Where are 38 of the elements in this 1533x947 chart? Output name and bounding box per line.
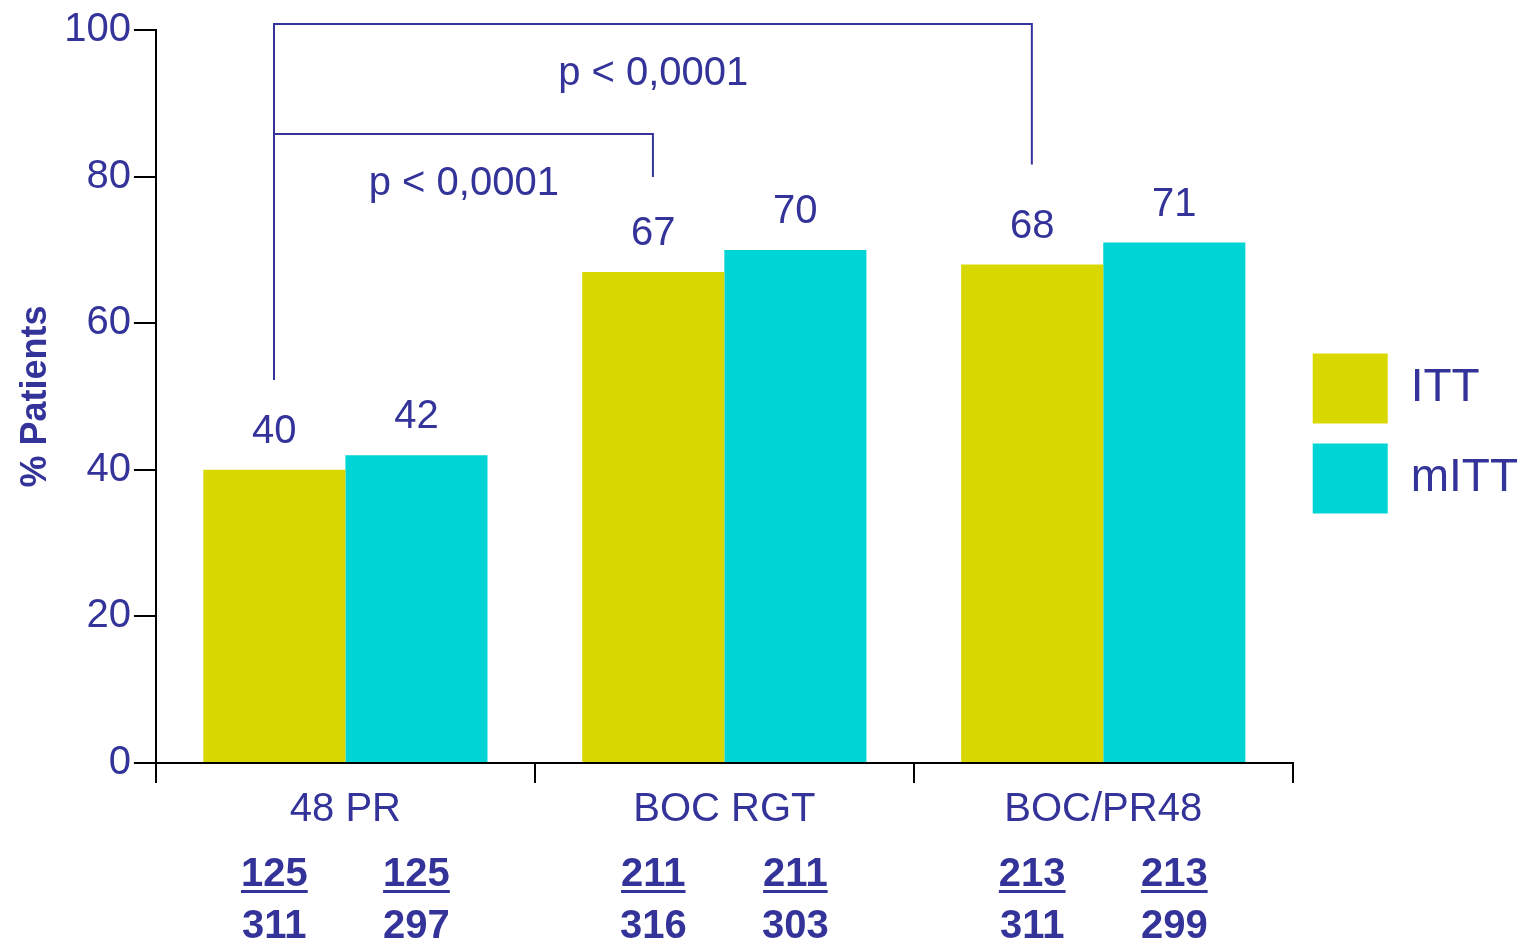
annotation: p < 0,0001	[558, 49, 749, 93]
text: 311	[242, 902, 307, 946]
text: 311	[999, 902, 1065, 946]
bar	[1103, 242, 1246, 762]
text: 125	[383, 850, 450, 894]
text: 303	[761, 902, 829, 946]
data-label: 67	[631, 208, 676, 253]
text: 211	[763, 850, 828, 894]
y-tick-label: 80	[86, 151, 131, 196]
data-label: 42	[394, 392, 439, 437]
text: 297	[383, 902, 450, 946]
data-label: 70	[773, 186, 818, 231]
y-tick-label: 100	[64, 5, 131, 50]
x-tick-label: BOC/PR48	[1004, 785, 1203, 830]
bar	[724, 249, 867, 762]
x-tick-label: 48 PR	[289, 785, 401, 830]
y-tick-label: 40	[86, 444, 131, 489]
text: 125	[240, 850, 308, 894]
y-tick-label: 0	[108, 738, 131, 783]
legend-label: ITT	[1410, 359, 1480, 412]
data-label: 71	[1152, 179, 1197, 224]
y-tick-label: 60	[86, 298, 131, 343]
text: 299	[1140, 902, 1208, 946]
bar	[582, 271, 725, 762]
text: 316	[619, 902, 687, 946]
bar	[203, 469, 346, 762]
x-tick-label: BOC RGT	[633, 785, 816, 830]
y-axis-title: % Patients	[12, 305, 54, 488]
data-label: 40	[252, 406, 297, 451]
text: 211	[621, 850, 686, 894]
legend-label: mITT	[1410, 449, 1518, 502]
bar	[961, 264, 1104, 762]
text: 213	[1140, 850, 1208, 894]
bar	[345, 455, 488, 762]
y-tick-label: 20	[86, 591, 131, 636]
data-label: 68	[1009, 201, 1055, 246]
annotation: p < 0,0001	[368, 159, 559, 203]
text: 213	[998, 850, 1066, 894]
